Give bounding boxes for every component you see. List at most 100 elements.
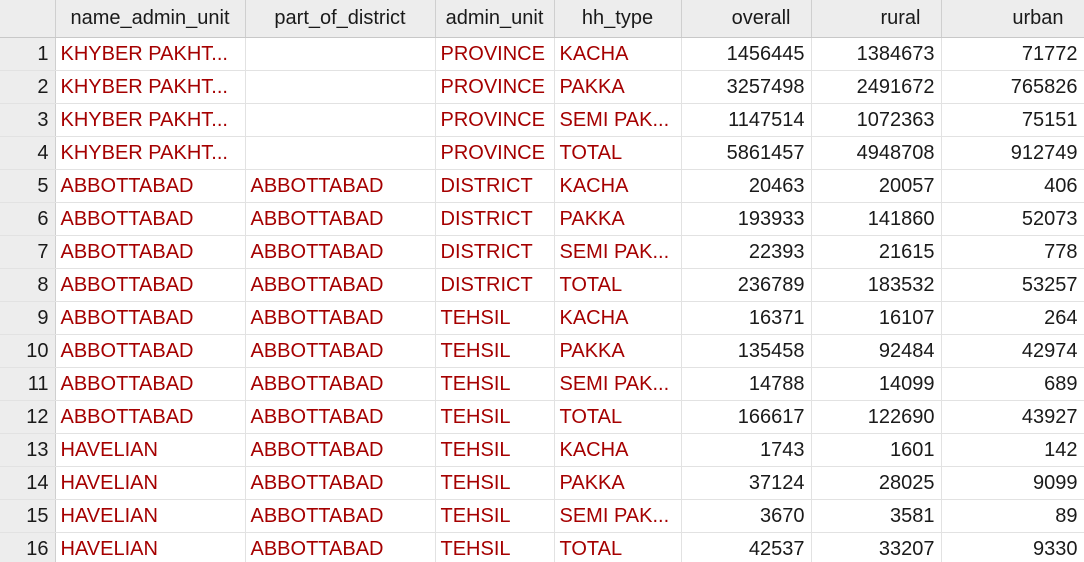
cell-name-admin-unit[interactable]: ABBOTTABAD	[55, 268, 246, 302]
cell-rural[interactable]: 33207	[811, 532, 942, 562]
cell-hh-type[interactable]: PAKKA	[554, 466, 682, 500]
cell-urban[interactable]: 89	[941, 499, 1084, 533]
row-number[interactable]: 11	[0, 367, 56, 401]
table-row[interactable]: 2 KHYBER PAKHT... PROVINCE PAKKA 3257498 2491…	[0, 70, 1084, 104]
cell-admin-unit[interactable]: TEHSIL	[435, 532, 555, 562]
corner-header[interactable]	[0, 0, 56, 38]
column-header-urban[interactable]: urban	[941, 0, 1084, 38]
cell-urban[interactable]: 689	[941, 367, 1084, 401]
cell-hh-type[interactable]: TOTAL	[554, 532, 682, 562]
cell-part-of-district[interactable]: ABBOTTABAD	[245, 433, 436, 467]
cell-rural[interactable]: 14099	[811, 367, 942, 401]
cell-rural[interactable]: 3581	[811, 499, 942, 533]
row-number[interactable]: 13	[0, 433, 56, 467]
table-row[interactable]: 12 ABBOTTABAD ABBOTTABAD TEHSIL TOTAL 166617 1…	[0, 400, 1084, 434]
cell-hh-type[interactable]: SEMI PAK...	[554, 235, 682, 269]
cell-part-of-district[interactable]: ABBOTTABAD	[245, 202, 436, 236]
row-number[interactable]: 3	[0, 103, 56, 137]
column-header-rural[interactable]: rural	[811, 0, 942, 38]
cell-urban[interactable]: 9099	[941, 466, 1084, 500]
cell-part-of-district[interactable]: ABBOTTABAD	[245, 301, 436, 335]
column-header-overall[interactable]: overall	[681, 0, 812, 38]
cell-part-of-district[interactable]: ABBOTTABAD	[245, 532, 436, 562]
cell-admin-unit[interactable]: DISTRICT	[435, 202, 555, 236]
cell-overall[interactable]: 37124	[681, 466, 812, 500]
table-row[interactable]: 10 ABBOTTABAD ABBOTTABAD TEHSIL PAKKA 135458 9…	[0, 334, 1084, 368]
cell-urban[interactable]: 406	[941, 169, 1084, 203]
cell-hh-type[interactable]: PAKKA	[554, 70, 682, 104]
cell-part-of-district[interactable]: ABBOTTABAD	[245, 499, 436, 533]
row-number[interactable]: 12	[0, 400, 56, 434]
table-row[interactable]: 6 ABBOTTABAD ABBOTTABAD DISTRICT PAKKA 193933…	[0, 202, 1084, 236]
cell-overall[interactable]: 42537	[681, 532, 812, 562]
cell-urban[interactable]: 264	[941, 301, 1084, 335]
cell-part-of-district[interactable]	[245, 37, 436, 71]
column-header-admin-unit[interactable]: admin_unit	[435, 0, 555, 38]
row-number[interactable]: 14	[0, 466, 56, 500]
cell-part-of-district[interactable]	[245, 70, 436, 104]
cell-rural[interactable]: 1072363	[811, 103, 942, 137]
cell-name-admin-unit[interactable]: KHYBER PAKHT...	[55, 37, 246, 71]
cell-overall[interactable]: 166617	[681, 400, 812, 434]
cell-name-admin-unit[interactable]: KHYBER PAKHT...	[55, 103, 246, 137]
cell-overall[interactable]: 3670	[681, 499, 812, 533]
row-number[interactable]: 8	[0, 268, 56, 302]
cell-part-of-district[interactable]: ABBOTTABAD	[245, 235, 436, 269]
cell-hh-type[interactable]: SEMI PAK...	[554, 367, 682, 401]
cell-hh-type[interactable]: TOTAL	[554, 268, 682, 302]
cell-admin-unit[interactable]: TEHSIL	[435, 334, 555, 368]
cell-admin-unit[interactable]: TEHSIL	[435, 499, 555, 533]
cell-name-admin-unit[interactable]: ABBOTTABAD	[55, 334, 246, 368]
row-number[interactable]: 15	[0, 499, 56, 533]
table-row[interactable]: 8 ABBOTTABAD ABBOTTABAD DISTRICT TOTAL 236789…	[0, 268, 1084, 302]
cell-hh-type[interactable]: PAKKA	[554, 334, 682, 368]
cell-name-admin-unit[interactable]: ABBOTTABAD	[55, 400, 246, 434]
cell-name-admin-unit[interactable]: ABBOTTABAD	[55, 367, 246, 401]
cell-rural[interactable]: 4948708	[811, 136, 942, 170]
cell-rural[interactable]: 92484	[811, 334, 942, 368]
cell-admin-unit[interactable]: TEHSIL	[435, 367, 555, 401]
cell-overall[interactable]: 5861457	[681, 136, 812, 170]
table-row[interactable]: 1 KHYBER PAKHT... PROVINCE KACHA 1456445 1384…	[0, 37, 1084, 71]
cell-urban[interactable]: 912749	[941, 136, 1084, 170]
row-number[interactable]: 2	[0, 70, 56, 104]
cell-name-admin-unit[interactable]: HAVELIAN	[55, 466, 246, 500]
cell-admin-unit[interactable]: TEHSIL	[435, 466, 555, 500]
cell-name-admin-unit[interactable]: HAVELIAN	[55, 532, 246, 562]
cell-hh-type[interactable]: SEMI PAK...	[554, 103, 682, 137]
cell-urban[interactable]: 75151	[941, 103, 1084, 137]
column-header-name-admin-unit[interactable]: name_admin_unit	[55, 0, 246, 38]
cell-hh-type[interactable]: KACHA	[554, 37, 682, 71]
cell-rural[interactable]: 1601	[811, 433, 942, 467]
cell-overall[interactable]: 1456445	[681, 37, 812, 71]
cell-hh-type[interactable]: TOTAL	[554, 400, 682, 434]
table-row[interactable]: 14 HAVELIAN ABBOTTABAD TEHSIL PAKKA 37124 2802…	[0, 466, 1084, 500]
cell-rural[interactable]: 28025	[811, 466, 942, 500]
cell-hh-type[interactable]: KACHA	[554, 301, 682, 335]
table-row[interactable]: 4 KHYBER PAKHT... PROVINCE TOTAL 5861457 4948…	[0, 136, 1084, 170]
cell-overall[interactable]: 3257498	[681, 70, 812, 104]
cell-part-of-district[interactable]: ABBOTTABAD	[245, 466, 436, 500]
row-number[interactable]: 1	[0, 37, 56, 71]
cell-rural[interactable]: 141860	[811, 202, 942, 236]
cell-part-of-district[interactable]: ABBOTTABAD	[245, 400, 436, 434]
cell-name-admin-unit[interactable]: ABBOTTABAD	[55, 301, 246, 335]
cell-part-of-district[interactable]: ABBOTTABAD	[245, 334, 436, 368]
cell-overall[interactable]: 236789	[681, 268, 812, 302]
cell-hh-type[interactable]: TOTAL	[554, 136, 682, 170]
cell-overall[interactable]: 20463	[681, 169, 812, 203]
cell-admin-unit[interactable]: PROVINCE	[435, 70, 555, 104]
row-number[interactable]: 4	[0, 136, 56, 170]
table-row[interactable]: 11 ABBOTTABAD ABBOTTABAD TEHSIL SEMI PAK... 1…	[0, 367, 1084, 401]
cell-part-of-district[interactable]: ABBOTTABAD	[245, 169, 436, 203]
cell-part-of-district[interactable]	[245, 103, 436, 137]
cell-name-admin-unit[interactable]: KHYBER PAKHT...	[55, 136, 246, 170]
cell-admin-unit[interactable]: DISTRICT	[435, 268, 555, 302]
cell-rural[interactable]: 21615	[811, 235, 942, 269]
cell-urban[interactable]: 52073	[941, 202, 1084, 236]
cell-urban[interactable]: 142	[941, 433, 1084, 467]
cell-name-admin-unit[interactable]: KHYBER PAKHT...	[55, 70, 246, 104]
cell-urban[interactable]: 765826	[941, 70, 1084, 104]
row-number[interactable]: 9	[0, 301, 56, 335]
table-row[interactable]: 7 ABBOTTABAD ABBOTTABAD DISTRICT SEMI PAK...…	[0, 235, 1084, 269]
